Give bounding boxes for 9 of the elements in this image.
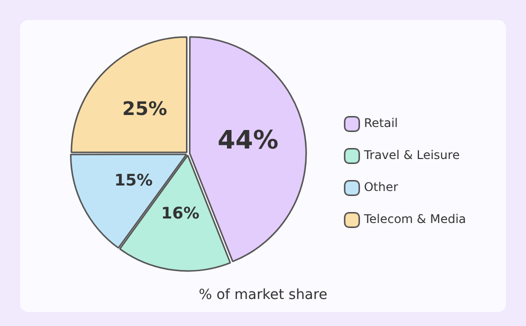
legend-label: Telecom & Media <box>362 212 466 226</box>
text: % of market share <box>198 287 328 304</box>
data-label: 16% <box>161 203 200 222</box>
legend-label: Travel & Leisure <box>362 148 460 162</box>
data-label: 44% <box>218 124 278 155</box>
data-label: 15% <box>114 170 153 190</box>
legend-label: Other <box>364 180 398 194</box>
data-label: 25% <box>122 99 168 120</box>
legend-label: Retail <box>364 116 398 130</box>
